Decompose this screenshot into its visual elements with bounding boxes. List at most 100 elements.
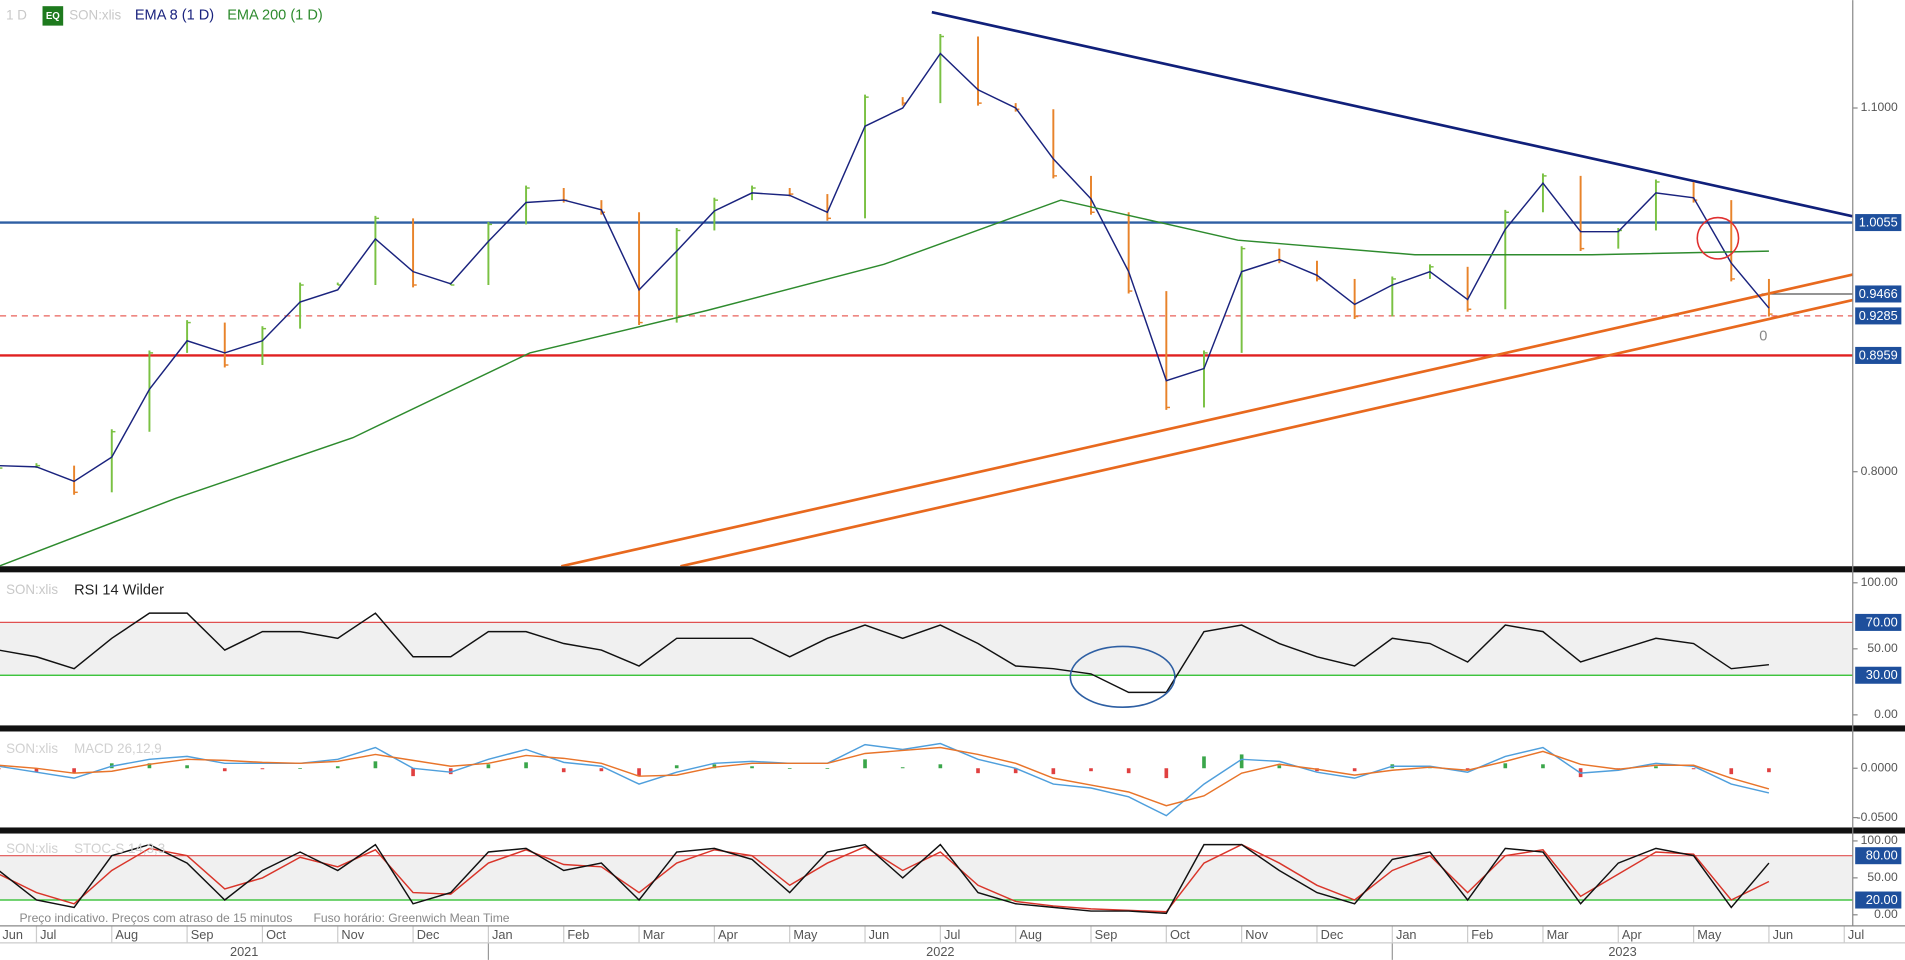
histogram-bar: [900, 767, 905, 769]
histogram-bar: [1541, 764, 1545, 769]
histogram-bar: [0, 768, 1, 770]
x-tick-label: Jun: [869, 927, 890, 942]
x-tick-label: Feb: [567, 927, 589, 942]
histogram-bar: [1239, 754, 1244, 769]
histogram-bar: [1465, 768, 1470, 771]
level-label: 0.9466: [1859, 286, 1898, 301]
y-tick-label: 0.00: [1874, 707, 1898, 721]
histogram-bar: [1089, 768, 1093, 772]
year-label: 2022: [926, 944, 954, 959]
histogram-bar: [825, 768, 830, 769]
pane-separator: [0, 566, 1905, 573]
annotation: 0: [1759, 328, 1767, 344]
x-tick-label: Sep: [1095, 927, 1118, 942]
histogram-bar: [411, 768, 415, 777]
histogram-bar: [524, 762, 528, 769]
level-label: 30.00: [1866, 667, 1898, 682]
histogram-bar: [1729, 768, 1734, 775]
pane-title: MACD 26,12,9: [74, 741, 162, 756]
histogram-bar: [1691, 768, 1696, 770]
histogram-bar: [1164, 768, 1169, 779]
x-tick-label: Jul: [944, 927, 960, 942]
band: [0, 855, 1853, 901]
level-label-box: [1855, 666, 1902, 684]
plot-layer: 0.8000 1.1000 1.0055 0.9466 0.9285 0.8959 0.00…: [0, 10, 1902, 960]
year-label: 2023: [1608, 944, 1636, 959]
histogram-bar: [222, 768, 227, 772]
x-tick-label: May: [793, 927, 818, 942]
level-label-box: [1855, 307, 1902, 325]
interval: 1 D: [6, 7, 27, 22]
histogram-bar: [712, 764, 717, 769]
trendline: [561, 273, 1853, 567]
histogram-bar: [34, 768, 39, 773]
x-tick-label: Feb: [1471, 927, 1493, 942]
pane: [0, 612, 1853, 694]
histogram-bar: [1352, 768, 1357, 772]
level-label: 0.8959: [1859, 347, 1898, 362]
series-line: [0, 843, 1770, 913]
x-tick-label: Aug: [1019, 927, 1042, 942]
histogram-bar: [1654, 766, 1658, 769]
histogram-bar: [750, 766, 754, 769]
histogram-bar: [185, 765, 189, 769]
level-label: 0.9285: [1859, 308, 1898, 323]
pane-symbol: SON:xlis: [6, 582, 58, 597]
histogram-bar: [1126, 768, 1131, 774]
y-tick-label: 100.00: [1861, 833, 1898, 847]
x-tick-label: Jan: [1396, 927, 1417, 942]
x-tick-label: Dec: [417, 927, 440, 942]
histogram-bar: [1051, 768, 1056, 775]
year-label: 2021: [230, 944, 258, 959]
histogram-bar: [976, 768, 980, 774]
histogram-bar: [1277, 765, 1282, 769]
histogram-bar: [599, 768, 604, 772]
histogram-bar: [72, 768, 76, 774]
x-tick-label: Jan: [492, 927, 513, 942]
histogram-bar: [448, 768, 453, 775]
histogram-bar: [373, 761, 378, 769]
level-label-box: [1855, 847, 1902, 865]
level-label: 70.00: [1866, 614, 1898, 629]
y-tick-label: 0.8000: [1861, 464, 1898, 478]
series-line: [0, 199, 1769, 567]
highlight-ellipse: [1069, 645, 1176, 708]
y-tick-label: 50.00: [1867, 641, 1898, 655]
y-tick-label: -0.0500: [1857, 810, 1898, 824]
trendline: [680, 298, 1853, 567]
x-tick-label: Mar: [1547, 927, 1570, 942]
histogram-bar: [486, 764, 491, 769]
symbol: SON:xlis: [69, 7, 121, 22]
histogram-bar: [787, 768, 792, 769]
level-label-box: [1855, 613, 1902, 631]
band: [0, 622, 1853, 676]
x-tick-label: Oct: [266, 927, 286, 942]
footnote: Fuso horário: Greenwich Mean Time: [313, 911, 509, 925]
x-tick-label: Mar: [643, 927, 666, 942]
histogram-bar: [298, 768, 302, 769]
y-tick-label: 50.00: [1867, 870, 1898, 884]
x-tick-label: Sep: [191, 927, 214, 942]
legend-entry: EMA 8 (1 D): [135, 8, 214, 24]
pane-separator: [0, 827, 1905, 834]
histogram-bar: [637, 768, 641, 777]
pane-symbol: SON:xlis: [6, 841, 58, 856]
x-tick-label: Oct: [1170, 927, 1190, 942]
series-line: [0, 746, 1770, 807]
x-tick-label: Jul: [1848, 927, 1864, 942]
pane-title: STOC-S 14,3,3: [74, 841, 165, 856]
histogram-bar: [1767, 768, 1771, 773]
pane-symbol: SON:xlis: [6, 741, 58, 756]
y-tick-label: 1.1000: [1861, 100, 1898, 114]
badge: EQ: [46, 11, 60, 22]
histogram-bar: [863, 759, 867, 769]
pane-title: RSI 14 Wilder: [74, 582, 164, 598]
x-tick-label: Dec: [1321, 927, 1344, 942]
histogram-bar: [561, 768, 566, 773]
pane: [0, 742, 1771, 817]
series-line: [0, 843, 1770, 915]
series-line: [0, 52, 1770, 483]
